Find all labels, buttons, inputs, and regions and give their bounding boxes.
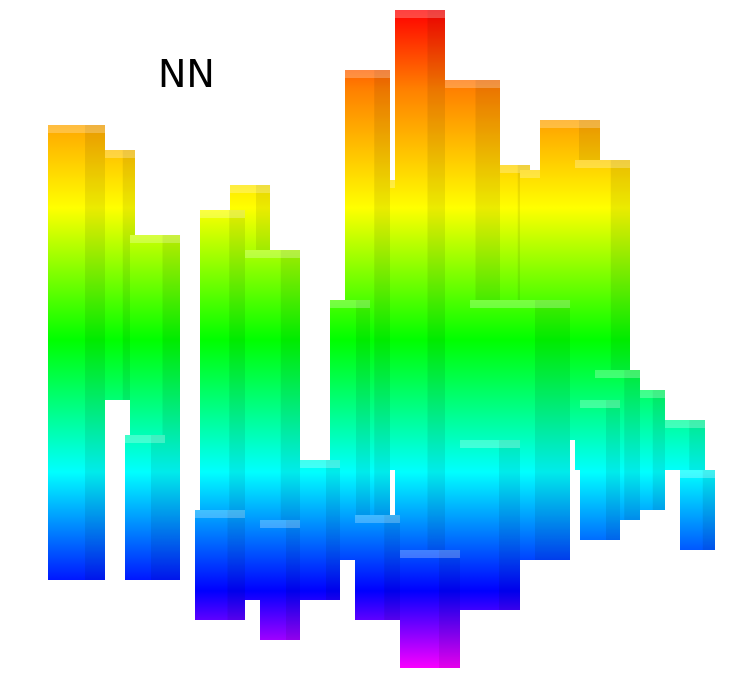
column-shade	[85, 125, 105, 580]
column-face	[125, 435, 165, 580]
surface-column	[260, 520, 300, 640]
column-face	[100, 150, 135, 400]
column-shade	[227, 510, 245, 620]
column-shade	[374, 70, 390, 520]
column-face	[260, 520, 300, 640]
column-top	[260, 520, 300, 528]
column-shade	[356, 300, 370, 560]
column-shade	[499, 440, 520, 610]
column-top	[460, 440, 520, 448]
surface-column	[200, 210, 245, 560]
column-top	[680, 470, 715, 478]
column-top	[400, 550, 460, 558]
column-shade	[151, 435, 165, 580]
surface-column	[580, 400, 620, 540]
column-top	[100, 150, 135, 158]
column-face	[400, 550, 460, 668]
column-face	[355, 515, 400, 620]
column-top	[595, 370, 640, 378]
column-top	[580, 400, 620, 408]
column-shade	[326, 460, 340, 600]
column-top	[430, 80, 500, 88]
column-top	[300, 460, 340, 468]
surface-column	[300, 460, 340, 600]
column-face	[48, 125, 105, 580]
column-shade	[606, 400, 620, 540]
surface-column	[100, 150, 135, 400]
column-shade	[229, 210, 245, 560]
surface-column	[355, 515, 400, 620]
column-face	[300, 460, 340, 600]
column-shade	[652, 390, 665, 510]
column-face	[195, 510, 245, 620]
column-top	[195, 510, 245, 518]
column-face	[200, 210, 245, 560]
column-face	[460, 440, 520, 610]
column-top	[630, 390, 665, 398]
column-top	[355, 515, 400, 523]
surface-column	[470, 300, 570, 560]
column-face	[660, 420, 705, 470]
column-top	[200, 210, 245, 218]
column-top	[575, 160, 630, 168]
column-shade	[702, 470, 715, 550]
surface-column	[395, 10, 445, 560]
column-top	[345, 70, 390, 78]
surface-column	[195, 510, 245, 620]
column-top	[245, 250, 300, 258]
method-label: NN	[158, 52, 215, 96]
column-top	[395, 10, 445, 18]
column-face	[395, 10, 445, 560]
column-top	[495, 165, 530, 173]
surface-column	[400, 550, 460, 668]
column-top	[125, 435, 165, 443]
column-face	[580, 400, 620, 540]
column-top	[660, 420, 705, 428]
column-shade	[689, 420, 705, 470]
surface-column	[680, 470, 715, 550]
column-shade	[280, 250, 300, 600]
column-top	[230, 185, 270, 193]
column-shade	[384, 515, 400, 620]
surface-column	[660, 420, 705, 470]
column-shade	[624, 370, 640, 520]
column-shade	[427, 10, 445, 560]
surface-column	[125, 435, 165, 580]
surface-column	[460, 440, 520, 610]
column-face	[680, 470, 715, 550]
column-top	[470, 300, 570, 308]
column-top	[130, 235, 180, 243]
surface-column	[48, 125, 105, 580]
column-top	[540, 120, 600, 128]
column-shade	[439, 550, 460, 668]
column-shade	[535, 300, 570, 560]
column-shade	[286, 520, 300, 640]
column-top	[330, 300, 370, 308]
column-top	[48, 125, 105, 133]
column-shade	[162, 235, 180, 580]
